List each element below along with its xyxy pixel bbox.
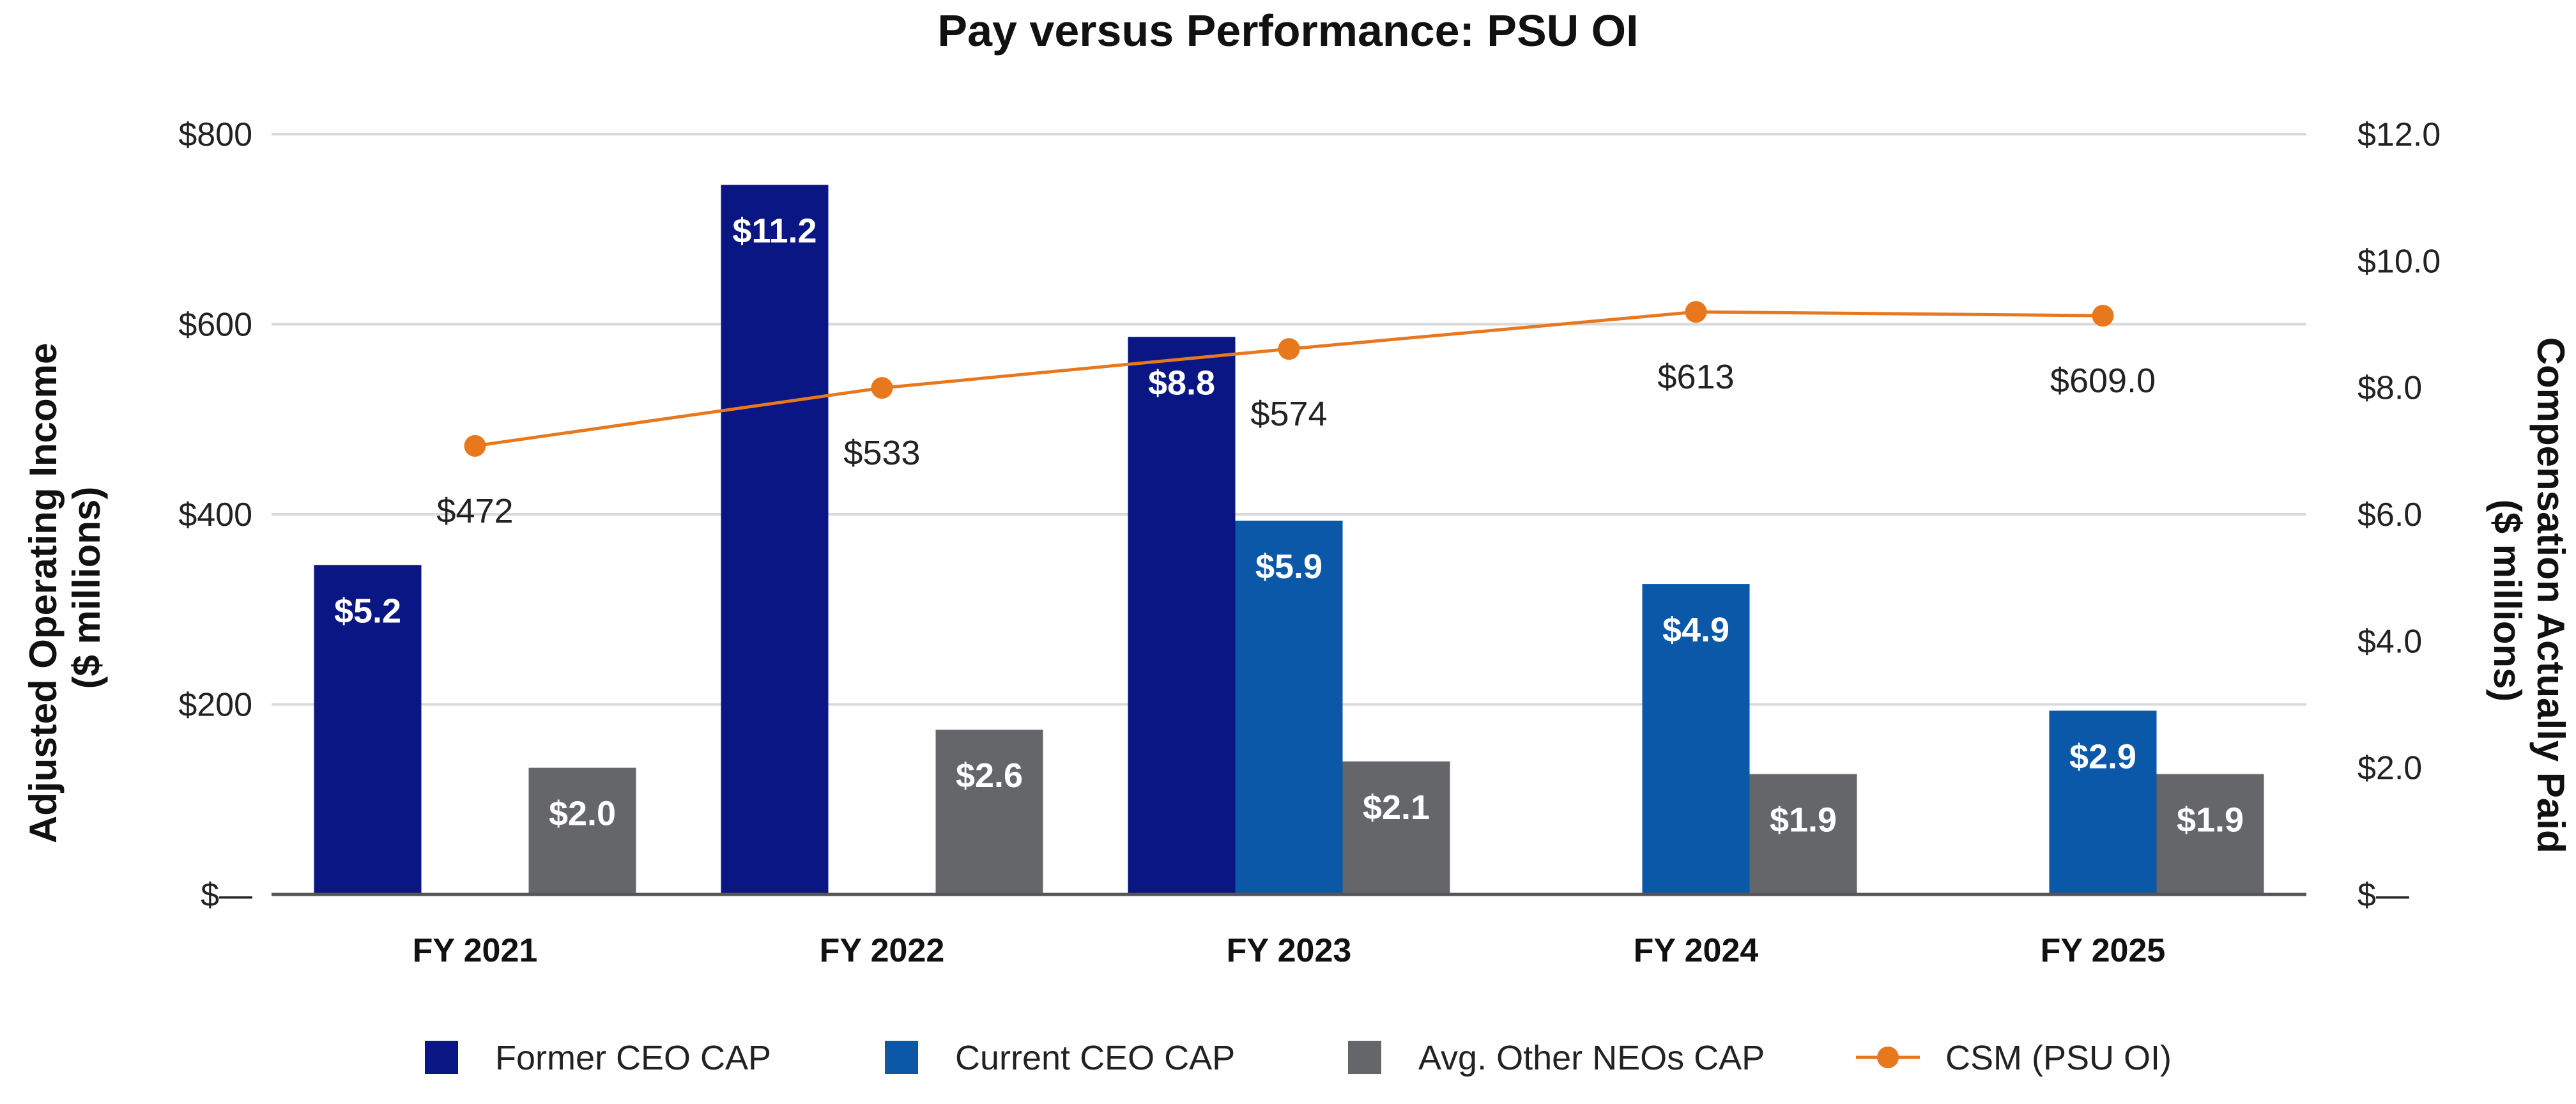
category-labels: FY 2021 FY 2022 FY 2023 FY 2024 FY 2025: [413, 932, 2166, 969]
legend-label: Avg. Other NEOs CAP: [1418, 1039, 1765, 1077]
right-axis-ticks: $— $2.0 $4.0 $6.0 $8.0 $10.0 $12.0: [2358, 116, 2441, 914]
csm-value-label: $533: [843, 434, 920, 472]
bar-avg-other-neos-cap: [528, 767, 636, 894]
bar-former-ceo-cap: [721, 185, 829, 894]
bar-value-label: $5.2: [334, 592, 401, 630]
legend-label: Current CEO CAP: [955, 1039, 1235, 1077]
csm-value-label: $613: [1657, 358, 1734, 396]
bar-value-label: $4.9: [1662, 611, 1729, 649]
csm-line-series: $472 $533 $574 $613 $609.0: [436, 301, 2156, 530]
bar-current-ceo-cap: [1642, 584, 1750, 894]
left-tick-label: $200: [178, 687, 252, 724]
right-axis-title-line1: Compensation Actually Paid: [2529, 337, 2572, 854]
bar-value-label: $2.0: [549, 795, 616, 833]
right-tick-label: $6.0: [2358, 496, 2422, 533]
bar-value-label: $2.9: [2069, 737, 2136, 776]
left-axis-ticks: $— $200 $400 $600 $800: [178, 116, 252, 914]
csm-point: [2092, 305, 2114, 327]
left-tick-label: $800: [178, 116, 252, 153]
legend-label: Former CEO CAP: [495, 1039, 771, 1077]
legend-swatch-csm-marker: [1877, 1046, 1899, 1068]
category-label: FY 2023: [1227, 932, 1352, 969]
right-tick-label: $8.0: [2358, 370, 2422, 407]
legend-swatch-current-ceo-cap: [885, 1041, 918, 1074]
legend-label: CSM (PSU OI): [1945, 1039, 2172, 1077]
csm-value-label: $472: [436, 492, 513, 530]
category-label: FY 2022: [820, 932, 945, 969]
bar-former-ceo-cap: [1128, 337, 1236, 894]
bar-value-label: $5.9: [1255, 548, 1322, 586]
right-tick-label: $4.0: [2358, 623, 2422, 660]
bar-avg-other-neos-cap: [2156, 774, 2264, 894]
csm-point: [464, 434, 486, 457]
csm-value-label: $609.0: [2050, 362, 2156, 400]
right-tick-label: $10.0: [2358, 243, 2441, 280]
bars: $5.2 $2.0 $11.2 $2.6 $8.8 $5.9 $2.1 $4.9 $1.9 $2.…: [314, 185, 2264, 894]
legend: Former CEO CAP Current CEO CAP Avg. Other …: [425, 1039, 2172, 1077]
left-tick-label: $—: [201, 877, 252, 914]
right-axis-title-line2: ($ millions): [2486, 500, 2529, 702]
category-label: FY 2021: [413, 932, 538, 969]
left-tick-label: $400: [178, 496, 252, 533]
right-axis-title: Compensation Actually Paid ($ millions): [2486, 337, 2572, 864]
chart-title: Pay versus Performance: PSU OI: [937, 6, 1638, 56]
category-label: FY 2025: [2041, 932, 2166, 969]
bar-value-label: $1.9: [1770, 801, 1837, 839]
csm-point: [1685, 301, 1707, 323]
right-tick-label: $2.0: [2358, 750, 2422, 787]
left-axis-title: Adjusted Operating Income ($ millions): [22, 332, 108, 843]
bar-value-label: $11.2: [732, 211, 816, 250]
csm-value-label: $574: [1250, 395, 1327, 433]
bar-avg-other-neos-cap: [935, 730, 1043, 894]
left-axis-title-line2: ($ millions): [65, 487, 108, 689]
left-tick-label: $600: [178, 307, 252, 344]
right-tick-label: $12.0: [2358, 116, 2441, 153]
bar-current-ceo-cap: [1235, 520, 1343, 894]
right-tick-label: $—: [2358, 877, 2409, 914]
bar-value-label: $2.6: [956, 756, 1023, 795]
csm-point: [1278, 338, 1300, 360]
bar-avg-other-neos-cap: [1342, 761, 1450, 894]
bar-value-label: $1.9: [2177, 801, 2244, 839]
legend-swatch-avg-other-neos-cap: [1348, 1041, 1381, 1074]
legend-swatch-former-ceo-cap: [425, 1041, 458, 1074]
bar-current-ceo-cap: [2049, 710, 2157, 894]
category-label: FY 2024: [1634, 932, 1759, 969]
bar-avg-other-neos-cap: [1749, 774, 1857, 894]
left-axis-title-line1: Adjusted Operating Income: [22, 343, 65, 843]
bar-value-label: $8.8: [1148, 364, 1215, 402]
bar-former-ceo-cap: [314, 565, 422, 894]
csm-point: [871, 377, 893, 399]
bar-value-label: $2.1: [1363, 788, 1430, 827]
